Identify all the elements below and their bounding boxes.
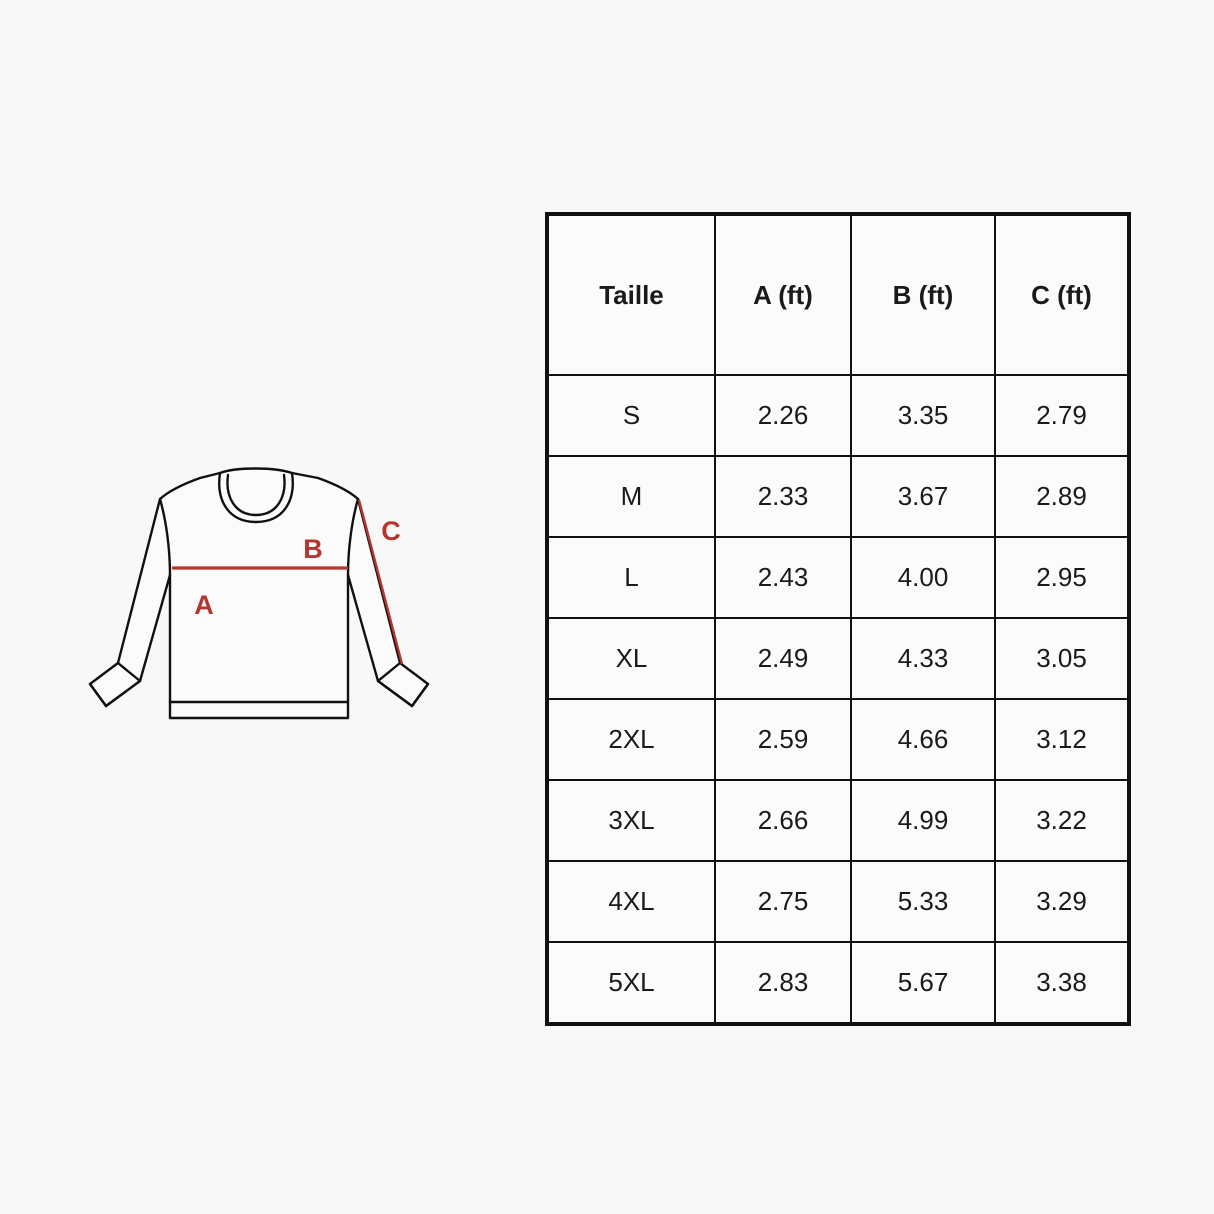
table-row: M 2.33 3.67 2.89 — [546, 455, 1130, 538]
measurement-line-c — [357, 499, 404, 665]
garment-outline — [88, 467, 430, 720]
cell-a: 2.43 — [714, 536, 852, 619]
cell-size: 2XL — [546, 698, 716, 781]
cell-c: 3.29 — [994, 860, 1130, 943]
cell-size: 4XL — [546, 860, 716, 943]
cell-a: 2.49 — [714, 617, 852, 700]
table-row: 3XL 2.66 4.99 3.22 — [546, 779, 1130, 862]
cell-c: 2.95 — [994, 536, 1130, 619]
cell-b: 5.67 — [850, 941, 996, 1025]
cell-b: 4.00 — [850, 536, 996, 619]
size-table-container: Taille A (ft) B (ft) C (ft) S 2.26 3.35 … — [545, 212, 1131, 1026]
column-header-taille: Taille — [546, 213, 716, 376]
cell-b: 5.33 — [850, 860, 996, 943]
cell-b: 4.33 — [850, 617, 996, 700]
cell-size: S — [546, 374, 716, 457]
cell-b: 3.35 — [850, 374, 996, 457]
table-row: L 2.43 4.00 2.95 — [546, 536, 1130, 619]
marker-label-b: B — [303, 534, 323, 564]
cell-b: 3.67 — [850, 455, 996, 538]
cell-b: 4.99 — [850, 779, 996, 862]
table-row: 2XL 2.59 4.66 3.12 — [546, 698, 1130, 781]
table-row: 5XL 2.83 5.67 3.38 — [546, 941, 1130, 1025]
marker-label-c: C — [381, 516, 401, 546]
size-table: Taille A (ft) B (ft) C (ft) S 2.26 3.35 … — [545, 212, 1131, 1026]
cell-size: XL — [546, 617, 716, 700]
sweatshirt-diagram: A B C — [88, 467, 430, 720]
column-header-b: B (ft) — [850, 213, 996, 376]
garment-illustration: A B C — [60, 440, 460, 760]
cell-c: 2.79 — [994, 374, 1130, 457]
table-body: S 2.26 3.35 2.79 M 2.33 3.67 2.89 L 2.43… — [546, 374, 1130, 1025]
table-header: Taille A (ft) B (ft) C (ft) — [546, 213, 1130, 376]
cell-size: L — [546, 536, 716, 619]
cell-c: 3.12 — [994, 698, 1130, 781]
cell-c: 3.22 — [994, 779, 1130, 862]
column-header-c: C (ft) — [994, 213, 1130, 376]
cell-b: 4.66 — [850, 698, 996, 781]
table-row: XL 2.49 4.33 3.05 — [546, 617, 1130, 700]
column-header-a: A (ft) — [714, 213, 852, 376]
cell-c: 3.05 — [994, 617, 1130, 700]
cell-size: 5XL — [546, 941, 716, 1025]
table-row: 4XL 2.75 5.33 3.29 — [546, 860, 1130, 943]
cell-a: 2.83 — [714, 941, 852, 1025]
cell-c: 2.89 — [994, 455, 1130, 538]
marker-label-a: A — [194, 590, 214, 620]
table-header-row: Taille A (ft) B (ft) C (ft) — [546, 213, 1130, 376]
table-row: S 2.26 3.35 2.79 — [546, 374, 1130, 457]
cell-a: 2.66 — [714, 779, 852, 862]
cell-a: 2.59 — [714, 698, 852, 781]
cell-size: 3XL — [546, 779, 716, 862]
cell-c: 3.38 — [994, 941, 1130, 1025]
cell-size: M — [546, 455, 716, 538]
cell-a: 2.33 — [714, 455, 852, 538]
cell-a: 2.26 — [714, 374, 852, 457]
cell-a: 2.75 — [714, 860, 852, 943]
